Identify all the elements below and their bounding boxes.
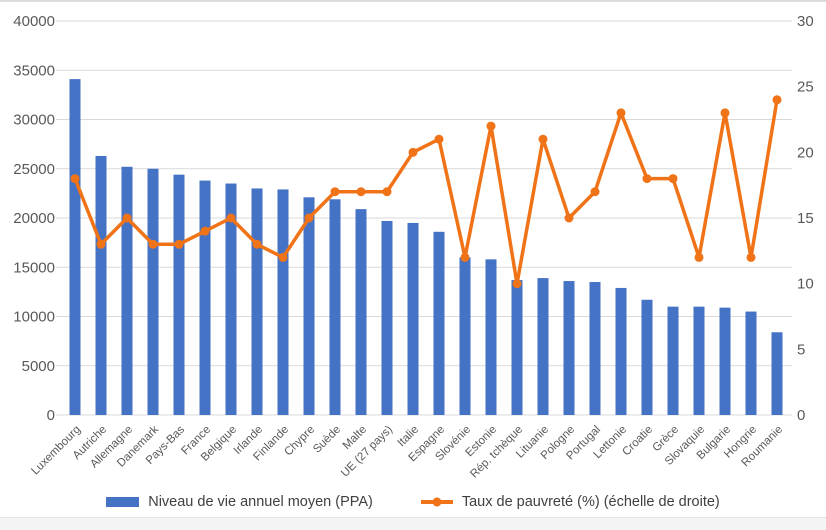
legend-label-niveau-de-vie: Niveau de vie annuel moyen (PPA)	[148, 494, 373, 510]
left-axis-tick-label: 30000	[13, 112, 55, 129]
bar-malte	[355, 209, 367, 415]
window-top-edge	[0, 0, 826, 2]
poverty-rate-point-lettonie	[616, 108, 626, 118]
bar-pays-bas	[173, 174, 185, 415]
right-axis-tick-label: 25	[797, 79, 814, 96]
poverty-rate-point-estonie	[486, 121, 496, 131]
poverty-rate-point-pays-bas	[174, 239, 184, 249]
bar-slovenie	[459, 257, 471, 415]
poverty-rate-point-croatie	[642, 174, 652, 184]
right-axis-tick-label: 30	[797, 13, 814, 30]
bar-finlande	[277, 189, 289, 415]
poverty-rate-point-autriche	[96, 239, 106, 249]
window-bottom-strip	[0, 517, 826, 530]
left-axis-tick-label: 25000	[13, 161, 55, 178]
bar-irlande	[251, 188, 263, 415]
poverty-rate-point-hongrie	[746, 252, 756, 262]
bar-allemagne	[121, 166, 133, 415]
bar-chypre	[303, 197, 315, 415]
poverty-rate-point-chypre	[304, 213, 314, 223]
poverty-rate-point-malte	[356, 187, 366, 197]
bar-espagne	[433, 231, 445, 415]
poverty-rate-point-finlande	[278, 252, 288, 262]
chart-legend: Niveau de vie annuel moyen (PPA) Taux de…	[0, 489, 826, 515]
bar-bulgarie	[719, 307, 731, 415]
legend-item-taux-de-pauvrete: Taux de pauvreté (%) (échelle de droite)	[420, 494, 720, 510]
bar-lituanie	[537, 278, 549, 415]
right-axis-tick-label: 20	[797, 144, 814, 161]
poverty-rate-point-danemark	[148, 239, 158, 249]
poverty-rate-point-bulgarie	[720, 108, 730, 118]
bar-france	[199, 180, 211, 415]
poverty-rate-point-italie	[408, 147, 418, 157]
bar-lettonie	[615, 287, 627, 415]
bar-pologne	[563, 281, 575, 415]
bar-rep-tcheque	[511, 280, 523, 415]
bar-slovaquie	[693, 306, 705, 415]
poverty-rate-point-espagne	[434, 134, 444, 144]
poverty-rate-point-portugal	[590, 187, 600, 197]
bar-roumanie	[771, 332, 783, 415]
dual-axis-chart: 0 5000 10000 15000 20000 25000 30000 35000 40000…	[13, 13, 814, 481]
poverty-rate-point-lituanie	[538, 134, 548, 144]
bar-portugal	[589, 282, 601, 415]
bar-grece	[667, 306, 679, 415]
poverty-rate-point-slovaquie	[694, 252, 704, 262]
bar-luxembourg	[69, 79, 81, 416]
poverty-rate-point-suede	[330, 187, 340, 197]
right-axis-tick-label: 0	[797, 407, 805, 424]
left-axis-tick-label: 5000	[22, 358, 55, 375]
left-axis-tick-label: 35000	[13, 62, 55, 79]
bar-croatie	[641, 299, 653, 415]
left-axis-tick-label: 20000	[13, 210, 55, 227]
bar-autriche	[95, 155, 107, 415]
legend-line-swatch-icon	[420, 497, 453, 507]
left-axis-tick-label: 40000	[13, 13, 55, 30]
poverty-rate-point-rep-tcheque	[512, 279, 522, 289]
bar-hongrie	[745, 311, 757, 415]
poverty-rate-point-belgique	[226, 213, 236, 223]
poverty-rate-point-ue-27-pays	[382, 187, 392, 197]
bar-suede	[329, 199, 341, 415]
left-axis-tick-label: 10000	[13, 309, 55, 326]
poverty-rate-line	[73, 98, 779, 286]
poverty-rate-point-pologne	[564, 213, 574, 223]
legend-bar-swatch-icon	[106, 497, 140, 507]
left-axis-tick-label: 15000	[13, 259, 55, 276]
legend-label-taux-de-pauvrete: Taux de pauvreté (%) (échelle de droite)	[461, 494, 720, 510]
right-axis-tick-label: 5	[797, 341, 805, 358]
x-axis-category-label-suede: Suède	[311, 424, 343, 456]
poverty-rate-point-luxembourg	[70, 174, 80, 184]
poverty-rate-point-grece	[668, 174, 678, 184]
poverty-rate-point-roumanie	[772, 95, 782, 105]
poverty-rate-point-slovenie	[460, 252, 470, 262]
poverty-rate-point-france	[200, 226, 210, 236]
bar-estonie	[485, 259, 497, 415]
right-axis-tick-label: 10	[797, 276, 814, 293]
poverty-rate-point-irlande	[252, 239, 262, 249]
bar-ue-27-pays	[381, 220, 393, 415]
right-axis-tick-label: 15	[797, 210, 814, 227]
legend-line-marker-icon	[432, 497, 442, 507]
bar-danemark	[147, 168, 159, 415]
poverty-rate-point-allemagne	[122, 213, 132, 223]
legend-item-niveau-de-vie: Niveau de vie annuel moyen (PPA)	[106, 494, 373, 510]
bar-belgique	[225, 183, 237, 415]
bar-italie	[407, 222, 419, 415]
left-axis-tick-label: 0	[47, 407, 55, 424]
